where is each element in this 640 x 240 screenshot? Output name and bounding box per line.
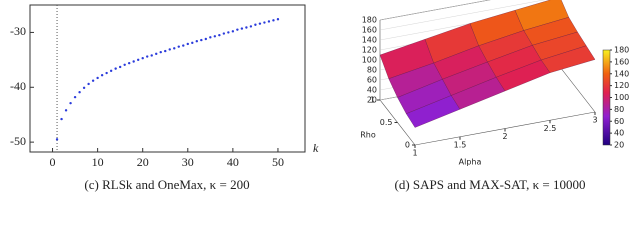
x-tick-label: 50: [272, 155, 284, 169]
colorbar-tick-label: 40: [614, 129, 624, 138]
colorbar-tick-label: 140: [614, 69, 629, 78]
point: [177, 45, 180, 48]
point: [276, 18, 280, 21]
x-tick-label: 0: [50, 155, 56, 169]
point: [91, 79, 95, 82]
point: [213, 35, 217, 38]
z-tick-label: 60: [367, 76, 377, 85]
point: [218, 33, 221, 37]
point: [96, 76, 99, 80]
point: [254, 23, 257, 26]
z-tick-label: 160: [362, 26, 377, 35]
x-tick-label: 20: [137, 155, 149, 169]
colorbar-tick-label: 60: [614, 117, 624, 126]
point: [69, 101, 72, 105]
y-axis-label: Rho: [360, 131, 376, 140]
point: [200, 38, 203, 42]
colorbar-tick-label: 180: [614, 46, 629, 55]
x-tick-label: 40: [227, 155, 239, 169]
point: [209, 36, 212, 39]
plot-frame: [29, 4, 306, 153]
point: [155, 52, 158, 56]
x-tick-label: 30: [182, 155, 194, 169]
point: [263, 21, 266, 24]
point: [222, 32, 226, 35]
x-tick-label: 1.5: [454, 140, 467, 149]
surface-patch: [541, 45, 596, 73]
point: [249, 25, 253, 28]
colorbar-tick-label: 20: [614, 141, 624, 150]
point: [240, 27, 244, 30]
point: [55, 138, 59, 141]
point: [127, 61, 131, 65]
x-axis-label: Alpha: [459, 158, 482, 167]
z-tick-label: 80: [367, 66, 377, 75]
point: [132, 60, 135, 63]
colorbar-tick-label: 80: [614, 105, 624, 114]
point: [118, 65, 122, 69]
x-tick-label: 3: [592, 116, 597, 125]
z-tick-label: 140: [362, 36, 377, 45]
point: [227, 31, 230, 34]
point: [272, 19, 275, 22]
point: [105, 71, 108, 75]
x-tick-label: 10: [92, 155, 104, 169]
point: [82, 86, 86, 90]
point: [267, 20, 271, 23]
y-tick-label: 0.5: [380, 118, 393, 127]
page: {"chart_data": [ {"type": "scatter", "ca…: [10, 0, 630, 192]
z-tick-label: 180: [362, 16, 377, 25]
z-tick-label: 120: [362, 46, 377, 55]
x-tick-label: 2.5: [544, 124, 557, 133]
point: [168, 48, 171, 51]
point: [173, 47, 176, 50]
x-tick-label: 2: [502, 132, 507, 141]
y-tick-label: -50: [10, 134, 26, 148]
figure: (c) RLSk and OneMax, κ = 200 k (d) SAPS …: [10, 0, 629, 192]
caption: (c) RLSk and OneMax, κ = 200: [84, 177, 249, 192]
point: [191, 41, 194, 45]
y-tick-label: 1: [370, 96, 375, 105]
x-tick-label: 1: [412, 149, 417, 158]
point: [100, 74, 104, 77]
point: [136, 58, 140, 62]
point: [146, 55, 149, 58]
point: [159, 50, 162, 54]
z-tick-label: 20: [367, 96, 377, 105]
z-tick-label: 100: [362, 56, 377, 65]
point: [204, 37, 208, 41]
point: [258, 22, 262, 25]
point: [182, 44, 185, 47]
point: [164, 49, 167, 53]
caption: (d) SAPS and MAX-SAT, κ = 10000: [395, 177, 586, 192]
point: [141, 57, 144, 60]
point: [123, 63, 126, 66]
point: [245, 26, 248, 29]
colorbar-tick-label: 100: [614, 93, 629, 102]
z-tick-label: 40: [367, 86, 377, 95]
y-tick-label: 0: [405, 141, 410, 150]
point: [64, 109, 68, 112]
point: [236, 28, 239, 31]
point: [195, 40, 199, 43]
point: [73, 95, 77, 99]
point: [87, 82, 90, 86]
y-tick-label: -40: [10, 79, 26, 93]
colorbar-tick-label: 120: [614, 81, 629, 90]
point: [60, 117, 63, 121]
point: [231, 30, 235, 33]
x-axis-label: k: [313, 141, 319, 155]
point: [186, 42, 189, 46]
point: [78, 91, 81, 94]
point: [114, 67, 117, 70]
grid-line: [379, 0, 545, 31]
colorbar: [602, 49, 611, 146]
y-tick-label: -30: [10, 24, 26, 38]
colorbar-tick-label: 160: [614, 57, 629, 66]
grid-line: [379, 0, 491, 21]
axis-line: [559, 66, 596, 113]
point: [109, 69, 113, 73]
point: [150, 54, 153, 57]
